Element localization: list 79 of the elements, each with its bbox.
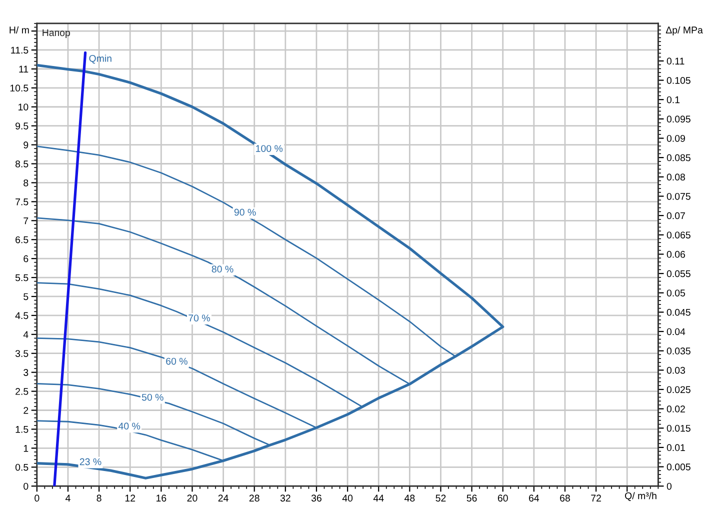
y2-tick-label: 0.04: [666, 328, 686, 336]
y-tick-label: 2.5: [16, 388, 28, 395]
x-tick-label: 0: [34, 494, 40, 502]
x-tick-label: 40: [342, 494, 353, 502]
y-tick-label: 6.5: [16, 236, 28, 244]
y-tick-label: 1: [24, 445, 28, 452]
y-tick-label: 4.5: [15, 312, 28, 320]
y2-tick-label: 0.095: [666, 116, 690, 123]
x-tick-label: 4: [66, 494, 70, 502]
y2-axis-title: Δp/ MPa: [666, 26, 703, 36]
y-tick-label: 10.5: [10, 84, 28, 92]
annotation: 70 %: [188, 314, 210, 322]
y2-tick-label: 0.105: [666, 76, 690, 84]
x-tick-label: 12: [125, 494, 136, 502]
x-tick-label: 60: [498, 494, 508, 502]
x-tick-label: 52: [436, 494, 446, 502]
y-tick-label: 9.5: [16, 122, 28, 130]
x-tick-label: 36: [311, 494, 322, 502]
y-tick-label: 2: [24, 406, 28, 414]
x-tick-label: 68: [560, 494, 570, 502]
y-tick-label: 4: [23, 331, 28, 338]
annotation: 23 %: [80, 458, 102, 466]
y-tick-label: 5.5: [15, 274, 28, 282]
y2-tick-label: 0: [666, 482, 672, 490]
x-tick-label: 20: [187, 494, 198, 502]
y2-tick-label: 0.07: [666, 212, 685, 220]
annotation: 80 %: [212, 266, 234, 273]
y2-tick-label: 0.035: [666, 348, 690, 354]
y2-tick-label: 0.01: [666, 444, 685, 452]
y2-tick-label: 0.065: [666, 232, 690, 238]
x-tick-label: 72: [591, 494, 601, 502]
x-tick-label: 28: [249, 494, 260, 502]
x-tick-label: 44: [373, 494, 384, 502]
y-tick-label: 11: [19, 66, 28, 72]
y2-tick-label: 0.02: [666, 406, 685, 412]
x-tick-label: 48: [404, 494, 415, 502]
y2-tick-label: 0.015: [666, 424, 690, 432]
y2-tick-label: 0.09: [666, 134, 685, 142]
y-tick-label: 10: [18, 104, 28, 110]
y-tick-label: 3: [24, 369, 28, 376]
y2-tick-label: 0.1: [666, 96, 680, 104]
annotation: 50 %: [142, 394, 164, 401]
y-axis-title: H/ m: [10, 26, 29, 34]
y-tick-label: 1.5: [16, 426, 28, 433]
annotation: 90 %: [234, 208, 256, 216]
y-tick-label: 8: [24, 179, 28, 186]
y2-tick-label: 0.025: [666, 386, 690, 394]
y-tick-label: 7.5: [16, 198, 28, 206]
series-label: Qmin: [89, 54, 112, 64]
x-tick-label: 56: [466, 494, 477, 502]
y2-tick-label: 0.005: [666, 464, 690, 470]
y-tick-label: 5: [24, 293, 28, 300]
x-tick-label: 64: [529, 494, 540, 502]
annotation: 100 %: [256, 145, 283, 152]
y-tick-label: 7: [24, 217, 28, 224]
y2-tick-label: 0.045: [666, 308, 690, 316]
x-tick-label: 24: [218, 494, 228, 502]
y2-tick-label: 0.06: [666, 250, 685, 258]
y2-tick-label: 0.11: [666, 58, 684, 65]
y2-tick-label: 0.05: [666, 290, 686, 296]
x-tick-label: 32: [280, 494, 290, 502]
x-axis-title: Q/ m³/h: [625, 492, 656, 501]
annotation: Напор: [42, 29, 70, 38]
x-tick-label: 8: [96, 494, 102, 502]
y-tick-label: 3.5: [15, 350, 28, 357]
y-tick-label: 11.5: [11, 46, 28, 54]
y2-tick-label: 0.075: [666, 192, 690, 200]
y-tick-label: 8.5: [15, 160, 28, 168]
y-tick-label: 6: [24, 255, 28, 262]
annotation: 60 %: [166, 358, 188, 365]
y-tick-label: 9: [24, 142, 28, 148]
y2-tick-label: 0.08: [666, 174, 686, 181]
y-tick-label: 0: [24, 482, 28, 490]
y2-tick-label: 0.055: [666, 270, 690, 278]
y-tick-label: 0.5: [15, 464, 28, 471]
y2-tick-label: 0.085: [666, 154, 690, 162]
x-tick-label: 16: [156, 494, 166, 502]
annotation: 40 %: [118, 422, 140, 430]
y2-tick-label: 0.03: [666, 366, 685, 374]
